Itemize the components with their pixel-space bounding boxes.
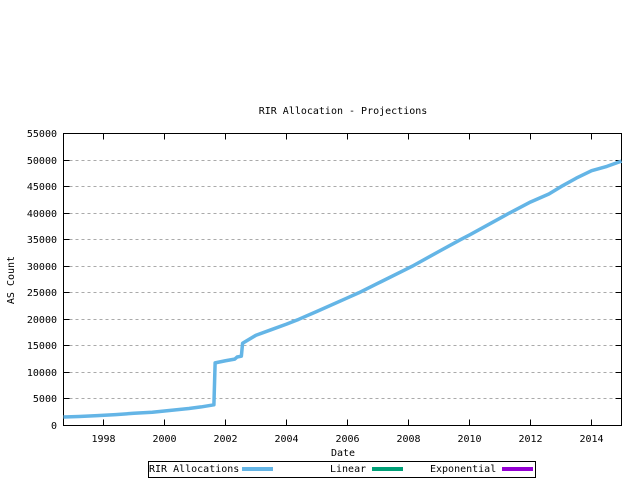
x-tick-label: 1998 [91, 434, 115, 445]
x-axis-label: Date [330, 448, 356, 459]
x-tick-label: 2002 [213, 434, 237, 445]
x-tick-label: 2010 [457, 434, 481, 445]
legend-box: RIR Allocations Linear Exponential [148, 461, 536, 478]
chart-title: RIR Allocation - Projections [258, 106, 428, 117]
y-tick-label: 55000 [27, 129, 57, 140]
x-tick-label: 2004 [274, 434, 298, 445]
y-tick-label: 45000 [27, 182, 57, 193]
legend-line-sample-exponential [502, 467, 533, 471]
x-tick-label: 2012 [518, 434, 542, 445]
x-tick-label: 2008 [396, 434, 420, 445]
rir-allocations-series-line [63, 159, 623, 419]
y-tick-label: 10000 [27, 368, 57, 379]
y-tick-label: 0 [51, 421, 57, 432]
y-tick-label: 5000 [33, 394, 57, 405]
legend-label-linear: Linear [330, 464, 367, 475]
x-tick-label: 2014 [579, 434, 603, 445]
y-tick-label: 25000 [27, 288, 57, 299]
y-tick-label: 30000 [27, 262, 57, 273]
x-tick-label: 2006 [335, 434, 359, 445]
y-tick-label: 20000 [27, 315, 57, 326]
y-tick-label: 50000 [27, 156, 57, 167]
y-tick-label: 35000 [27, 235, 57, 246]
legend-label-exponential: Exponential [430, 464, 497, 475]
y-tick-label: 40000 [27, 209, 57, 220]
legend-line-sample-rir-allocations [242, 467, 273, 471]
x-tick-label: 2000 [152, 434, 176, 445]
legend-label-rir-allocations: RIR Allocations [149, 464, 240, 475]
legend-line-sample-linear [372, 467, 403, 471]
plot-border [63, 133, 622, 426]
y-tick-label: 15000 [27, 341, 57, 352]
